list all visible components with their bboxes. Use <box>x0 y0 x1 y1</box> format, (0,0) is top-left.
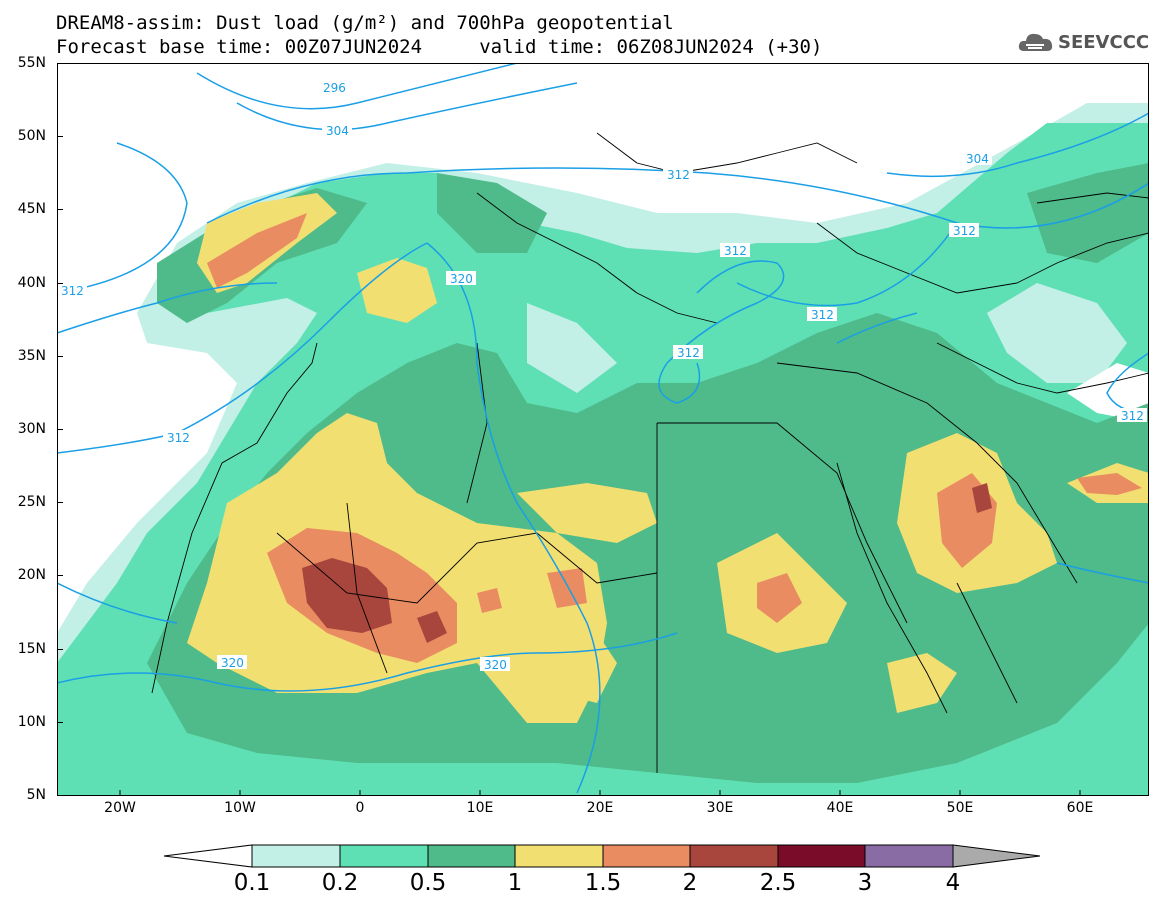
lon-label: 30E <box>706 800 734 816</box>
colorbar-swatch <box>339 844 429 868</box>
axis-ticks <box>57 63 1081 796</box>
lat-label: 10N <box>17 714 46 730</box>
contour-label: 304 <box>962 151 992 166</box>
lon-label: 40E <box>826 800 854 816</box>
colorbar-label: 0.1 <box>233 870 271 896</box>
country-borders <box>151 132 1149 773</box>
colorbar-label: 2 <box>682 870 698 896</box>
contour-label: 312 <box>1117 408 1147 423</box>
lat-label: 15N <box>17 641 46 657</box>
svg-text:304: 304 <box>966 152 989 166</box>
svg-text:320: 320 <box>450 272 473 286</box>
map-title-line-2: Forecast base time: 00Z07JUN2024 valid t… <box>56 36 823 58</box>
svg-text:312: 312 <box>811 308 834 322</box>
cloud-icon <box>1018 33 1053 51</box>
svg-text:312: 312 <box>677 346 700 360</box>
colorbar-high-arrow <box>952 844 1041 868</box>
colorbar-label: 2.5 <box>759 870 797 896</box>
dust-map: 296 304 304 312 312 312 312 312 312 312 … <box>57 63 1149 796</box>
map-title-line-1: DREAM8-assim: Dust load (g/m²) and 700hP… <box>56 12 674 34</box>
contour-label: 312 <box>949 223 979 238</box>
contour-label: 312 <box>663 167 693 182</box>
colorbar-swatch <box>689 844 779 868</box>
colorbar-label: 3 <box>857 870 873 896</box>
contour-label: 312 <box>720 243 750 258</box>
lon-label: 60E <box>1066 800 1094 816</box>
svg-text:312: 312 <box>167 431 190 445</box>
contour-label: 312 <box>673 345 703 360</box>
colorbar-low-arrow <box>163 844 253 868</box>
svg-text:304: 304 <box>326 124 349 138</box>
lon-label: 10E <box>466 800 494 816</box>
contour-label: 312 <box>57 283 87 298</box>
colorbar-label: 1 <box>507 870 523 896</box>
svg-text:312: 312 <box>61 284 84 298</box>
lon-label: 20W <box>104 800 136 816</box>
contour-label: 320 <box>446 271 476 286</box>
colorbar-label: 0.5 <box>409 870 447 896</box>
lon-label: 50E <box>946 800 974 816</box>
colorbar-label: 4 <box>945 870 961 896</box>
seevccc-logo: SEEVCCC <box>1018 28 1149 56</box>
svg-text:312: 312 <box>724 244 747 258</box>
colorbar <box>163 844 1041 868</box>
lat-label: 25N <box>17 494 46 510</box>
lat-label: 55N <box>17 55 46 71</box>
dust-band-2 <box>302 483 992 643</box>
colorbar-swatch <box>864 844 954 868</box>
svg-text:320: 320 <box>484 658 507 672</box>
colorbar-label: 0.2 <box>321 870 359 896</box>
svg-text:312: 312 <box>953 224 976 238</box>
logo-text: SEEVCCC <box>1058 31 1150 53</box>
colorbar-swatch <box>427 844 516 868</box>
svg-text:320: 320 <box>221 656 244 670</box>
contour-label: 312 <box>163 430 193 445</box>
lat-label: 20N <box>17 567 46 583</box>
lon-label: 0 <box>355 800 365 816</box>
contour-labels: 296 304 304 312 312 312 312 312 312 312 … <box>57 80 1147 672</box>
lat-label: 30N <box>17 421 46 437</box>
svg-text:312: 312 <box>667 168 690 182</box>
lat-label: 5N <box>26 787 46 803</box>
contour-label: 296 <box>319 80 349 95</box>
lon-label: 10W <box>224 800 256 816</box>
contour-label: 320 <box>217 655 247 670</box>
lat-label: 40N <box>17 275 46 291</box>
colorbar-label: 1.5 <box>584 870 622 896</box>
lat-label: 45N <box>17 201 46 217</box>
lat-label: 50N <box>17 128 46 144</box>
svg-text:296: 296 <box>323 81 346 95</box>
contour-label: 312 <box>807 307 837 322</box>
geopotential-contours <box>57 63 1149 794</box>
colorbar-swatch <box>251 844 341 868</box>
contour-label: 304 <box>322 123 352 138</box>
lat-label: 35N <box>17 348 46 364</box>
colorbar-swatch <box>777 844 866 868</box>
svg-text:312: 312 <box>1121 409 1144 423</box>
colorbar-swatch <box>602 844 691 868</box>
colorbar-swatch <box>514 844 604 868</box>
contour-label: 320 <box>480 657 510 672</box>
lon-label: 20E <box>586 800 614 816</box>
